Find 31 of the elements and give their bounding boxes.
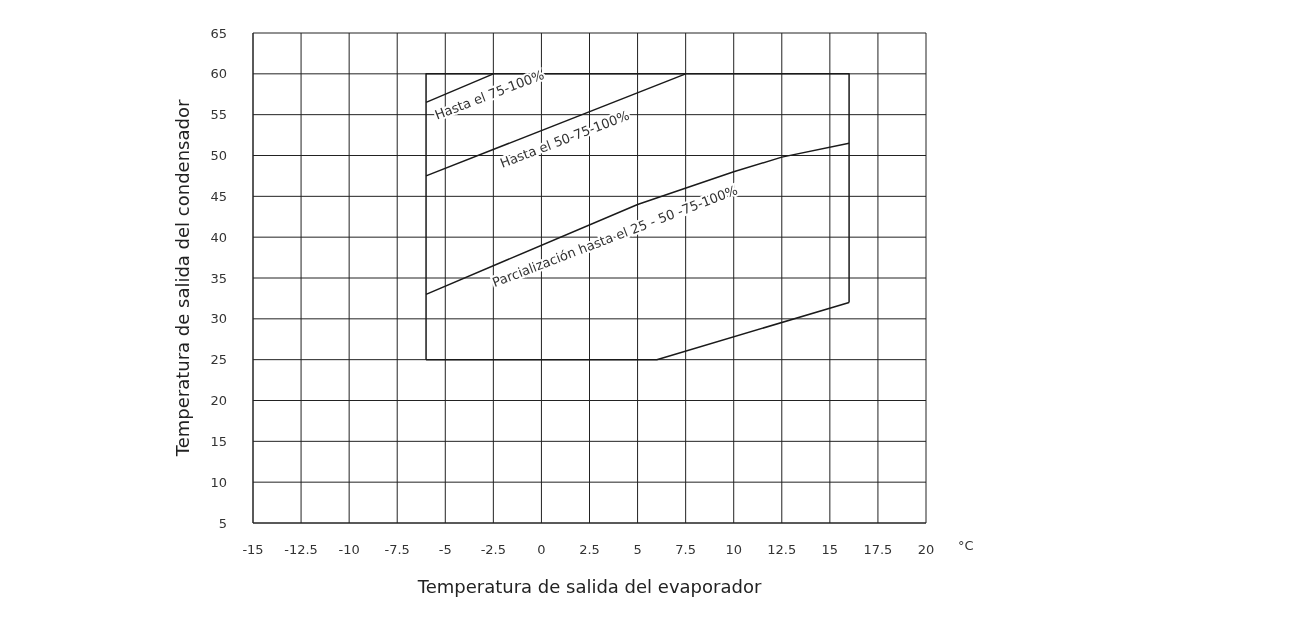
y-tick-label: 5 — [218, 515, 227, 531]
x-tick-label: -12.5 — [284, 542, 318, 558]
y-axis-title: Temperatura de salida del condensador — [172, 99, 194, 458]
x-tick-label: 10 — [725, 542, 742, 558]
x-tick-label: 17.5 — [863, 542, 893, 558]
y-tick-label: 55 — [210, 107, 227, 123]
y-tick-label: 30 — [210, 311, 227, 327]
y-tick-label: 20 — [210, 393, 227, 409]
y-tick-label: 40 — [210, 229, 227, 245]
y-tick-label: 45 — [210, 188, 227, 204]
text: °C — [958, 538, 974, 553]
x-tick-label: -10 — [338, 542, 360, 558]
x-tick-label: -15 — [242, 542, 264, 558]
x-tick-label: 15 — [821, 542, 839, 558]
y-tick-label: 50 — [210, 148, 227, 164]
y-tick-label: 65 — [210, 25, 227, 41]
y-tick-label: 60 — [210, 66, 227, 82]
x-tick-label: 0 — [537, 542, 546, 558]
x-tick-label: -5 — [438, 542, 452, 558]
x-axis-title: Temperatura de salida del evaporador — [416, 576, 762, 597]
y-tick-label: 10 — [210, 474, 227, 490]
x-tick-label: 2.5 — [579, 542, 600, 558]
x-tick-label: -7.5 — [384, 542, 410, 558]
x-tick-label: -2.5 — [480, 542, 507, 558]
y-tick-label: 25 — [210, 352, 227, 368]
y-tick-label: 35 — [210, 270, 227, 286]
y-tick-label: 15 — [210, 433, 227, 449]
x-tick-label: 5 — [633, 542, 642, 558]
x-tick-label: 12.5 — [767, 542, 797, 558]
x-tick-label: 7.5 — [675, 542, 696, 558]
x-tick-label: 20 — [917, 542, 935, 558]
